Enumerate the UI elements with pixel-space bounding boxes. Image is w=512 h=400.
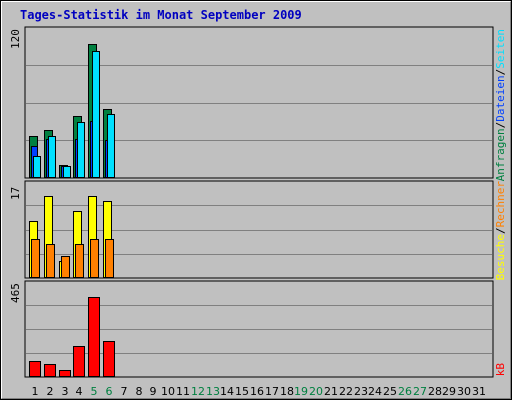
x-tick-label-day-28: 28 (428, 385, 442, 398)
x-tick-label-day-13: 13 (206, 385, 220, 398)
y-max-label-top: 120 (9, 29, 22, 49)
x-tick-label-day-2: 2 (47, 385, 54, 398)
x-tick-label-day-20: 20 (309, 385, 323, 398)
legend-kb: kB (494, 363, 507, 377)
bar-rechner-day-3 (61, 256, 70, 278)
x-tick-label-day-8: 8 (136, 385, 143, 398)
bar-rechner-day-5 (90, 239, 99, 278)
chart-title: Tages-Statistik im Monat September 2009 (20, 8, 302, 22)
x-tick-label-day-7: 7 (121, 385, 128, 398)
y-max-label-middle: 17 (9, 187, 22, 200)
x-tick-label-day-3: 3 (62, 385, 69, 398)
x-tick-label-day-18: 18 (280, 385, 294, 398)
bar-seiten-day-1 (33, 156, 41, 178)
bar-seiten-day-6 (107, 114, 115, 178)
x-tick-label-day-4: 4 (76, 385, 83, 398)
bar-kb-day-3 (59, 370, 71, 377)
bar-kb-day-1 (29, 361, 41, 377)
legend-anfragen: Anfragen (494, 128, 507, 181)
x-tick-label-day-12: 12 (191, 385, 205, 398)
bar-rechner-day-1 (31, 239, 40, 278)
legend-dateien: Dateien (494, 75, 507, 121)
legend-top-separator: / (494, 122, 507, 129)
bar-seiten-day-4 (77, 122, 85, 178)
x-tick-label-day-1: 1 (32, 385, 39, 398)
x-tick-label-day-25: 25 (383, 385, 397, 398)
x-tick-label-day-16: 16 (250, 385, 264, 398)
bar-kb-day-6 (103, 341, 115, 377)
legend-bottom: kB (494, 363, 507, 377)
x-tick-label-day-31: 31 (472, 385, 486, 398)
y-max-label-bottom: 465 (9, 283, 22, 303)
x-tick-label-day-6: 6 (106, 385, 113, 398)
x-tick-label-day-11: 11 (176, 385, 190, 398)
x-tick-label-day-22: 22 (339, 385, 353, 398)
bar-seiten-day-5 (92, 51, 100, 178)
bar-rechner-day-4 (75, 244, 84, 278)
x-tick-label-day-21: 21 (324, 385, 338, 398)
bar-kb-day-2 (44, 364, 56, 377)
legend-rechner: Rechner (494, 181, 507, 228)
bar-seiten-day-2 (48, 136, 56, 178)
bar-seiten-day-3 (63, 166, 71, 178)
bar-rechner-day-2 (46, 244, 55, 278)
x-tick-label-day-17: 17 (265, 385, 279, 398)
x-tick-label-day-10: 10 (161, 385, 175, 398)
x-tick-label-day-23: 23 (354, 385, 368, 398)
legend-seiten: Seiten (494, 29, 507, 69)
x-tick-label-day-26: 26 (398, 385, 412, 398)
x-tick-label-day-19: 19 (294, 385, 308, 398)
x-tick-label-day-9: 9 (150, 385, 157, 398)
legend-middle: Besuche/Rechner (494, 181, 507, 281)
legend-besuche: Besuche (494, 234, 507, 280)
legend-middle-separator: / (494, 227, 507, 234)
legend-top: Anfragen/Dateien/Seiten (494, 29, 507, 181)
legend-top-separator: / (494, 69, 507, 76)
x-tick-label-day-27: 27 (413, 385, 427, 398)
x-tick-label-day-14: 14 (220, 385, 234, 398)
bar-kb-day-5 (88, 297, 100, 377)
bar-kb-day-4 (73, 346, 85, 377)
x-tick-label-day-29: 29 (442, 385, 456, 398)
x-tick-label-day-24: 24 (368, 385, 382, 398)
x-tick-label-day-5: 5 (91, 385, 98, 398)
bar-rechner-day-6 (105, 239, 114, 278)
x-tick-label-day-30: 30 (457, 385, 471, 398)
x-tick-label-day-15: 15 (235, 385, 249, 398)
